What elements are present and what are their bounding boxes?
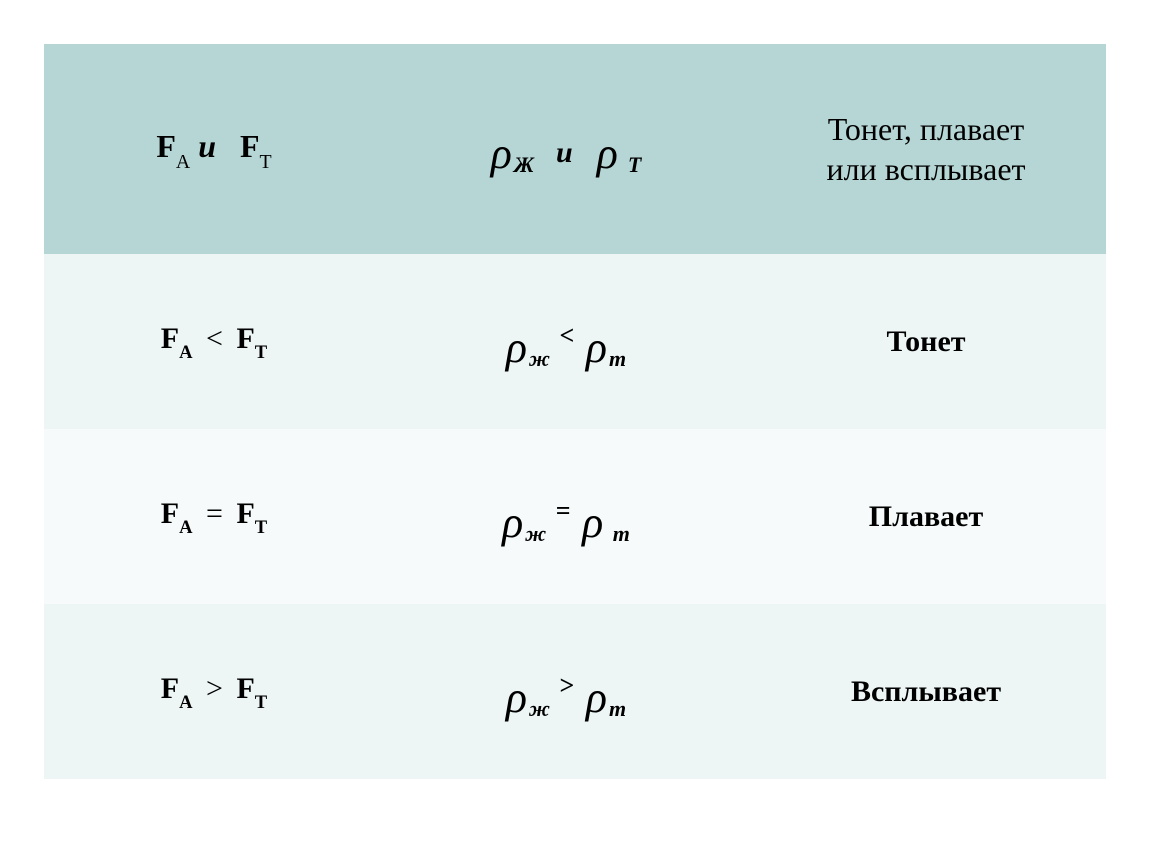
operator-lt: < <box>556 321 579 350</box>
cell-density-relation: ρж > ρт <box>384 604 746 779</box>
subscript-T: Т <box>255 342 267 363</box>
cell-force-relation: FА = FТ <box>44 429 384 604</box>
operator-gt: > <box>556 671 579 700</box>
cell-result: Всплывает <box>746 604 1106 779</box>
symbol-F: F <box>236 497 254 530</box>
cell-result: Тонет <box>746 254 1106 429</box>
cell-density-relation: ρж = ρ т <box>384 429 746 604</box>
symbol-F: F <box>156 128 176 164</box>
subscript-t-it: т <box>609 346 626 371</box>
symbol-F: F <box>161 497 179 530</box>
cell-force-relation: FА < FТ <box>44 254 384 429</box>
symbol-F: F <box>161 672 179 705</box>
subscript-zh: ж <box>529 346 550 371</box>
table-header-row: FА и FТ ρЖ и ρ Т Тонет, плавает или вспл… <box>44 44 1106 254</box>
operator-eq: = <box>552 496 575 525</box>
symbol-rho: ρ <box>597 132 618 176</box>
symbol-rho: ρ <box>586 676 607 720</box>
table-row: FА < FТ ρж < ρт Тонет <box>44 254 1106 429</box>
symbol-rho: ρ <box>506 676 527 720</box>
conj-and-1: и <box>198 128 216 164</box>
subscript-t-it: Т <box>628 152 641 177</box>
result-label: Всплывает <box>851 675 1001 708</box>
subscript-T: Т <box>255 517 267 538</box>
result-label: Плавает <box>869 500 983 533</box>
subscript-A: А <box>179 517 192 538</box>
header-result-line1: Тонет, плавает <box>828 111 1024 147</box>
symbol-F: F <box>236 322 254 355</box>
symbol-rho: ρ <box>502 501 523 545</box>
subscript-A: А <box>179 692 192 713</box>
result-label: Тонет <box>887 325 966 358</box>
table-row: FА > FТ ρж > ρт Всплывает <box>44 604 1106 779</box>
subscript-zh: ж <box>525 521 546 546</box>
subscript-T: Т <box>260 151 272 173</box>
symbol-rho: ρ <box>582 501 603 545</box>
cell-result: Плавает <box>746 429 1106 604</box>
subscript-T: Т <box>255 692 267 713</box>
operator-lt: < <box>200 322 229 355</box>
symbol-rho: ρ <box>586 326 607 370</box>
subscript-A: А <box>176 151 190 173</box>
subscript-zh: Ж <box>514 152 534 177</box>
subscript-zh: ж <box>529 696 550 721</box>
subscript-A: А <box>179 342 192 363</box>
conj-and-2: и <box>556 136 573 169</box>
operator-gt: > <box>200 672 229 705</box>
table-row: FА = FТ ρж = ρ т Плавает <box>44 429 1106 604</box>
symbol-F: F <box>240 128 260 164</box>
buoyancy-table: FА и FТ ρЖ и ρ Т Тонет, плавает или вспл… <box>44 44 1106 779</box>
symbol-rho: ρ <box>491 132 512 176</box>
symbol-rho: ρ <box>506 326 527 370</box>
cell-density-relation: ρж < ρт <box>384 254 746 429</box>
subscript-t-it: т <box>613 521 630 546</box>
header-cell-result: Тонет, плавает или всплывает <box>746 44 1106 254</box>
symbol-F: F <box>236 672 254 705</box>
symbol-F: F <box>161 322 179 355</box>
operator-eq: = <box>200 497 229 530</box>
cell-force-relation: FА > FТ <box>44 604 384 779</box>
subscript-t-it: т <box>609 696 626 721</box>
header-result-line2: или всплывает <box>826 151 1025 187</box>
header-cell-densities: ρЖ и ρ Т <box>384 44 746 254</box>
header-cell-forces: FА и FТ <box>44 44 384 254</box>
